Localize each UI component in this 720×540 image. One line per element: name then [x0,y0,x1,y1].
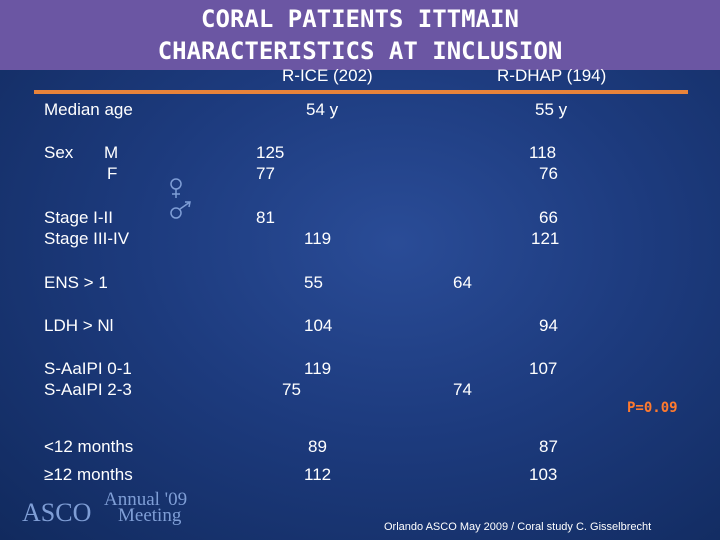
logo-line-2: Meeting [118,505,182,526]
sex-m-label: M [104,143,119,162]
ens-rdhap: 64 [453,273,472,292]
header-divider [34,90,688,94]
column-header-rice: R-ICE (202) [282,66,373,85]
stage-1-rdhap: 66 [539,208,558,227]
stage-2-rdhap: 121 [531,229,560,248]
ens-rice: 55 [304,273,323,292]
aaipi-1-rice: 119 [304,359,332,378]
sex-label: Sex [44,143,74,162]
ldh-rdhap: 94 [539,316,558,335]
stage-2-rice: 119 [304,229,332,248]
months-1-rice: 89 [308,437,327,456]
footer-citation: Orlando ASCO May 2009 / Coral study C. G… [384,521,652,533]
months-2-label: ≥12 months [44,465,133,484]
sex-f-rdhap: 76 [539,164,558,183]
title-line-1: CORAL PATIENTS ITTMAIN [201,5,519,33]
aaipi-1-rdhap: 107 [529,359,558,378]
sex-m-rdhap: 118 [529,143,557,162]
stage-1-rice: 81 [256,208,275,227]
median-age-rice: 54 y [306,100,339,119]
title-bar [0,0,720,70]
sex-m-rice: 125 [256,143,285,162]
logo-line-1: Annual '09 [104,489,188,510]
title-line-2: CHARACTERISTICS AT INCLUSION [157,37,563,65]
sex-f-label: F [107,164,118,183]
ens-label: ENS > 1 [44,273,108,292]
sex-f-rice: 77 [256,164,275,183]
aaipi-2-rdhap: 74 [453,380,472,399]
ldh-label: LDH > Nl [44,316,114,335]
stage-1-label: Stage I-II [44,208,113,227]
stage-2-label: Stage III-IV [44,229,130,248]
months-2-rdhap: 103 [529,465,558,484]
months-1-rdhap: 87 [539,437,558,456]
gender-symbols-icon [170,178,191,219]
months-1-label: <12 months [44,437,134,456]
median-age-rdhap: 55 y [535,100,568,119]
logo-org: ASCO [22,498,92,527]
ldh-rice: 104 [304,316,333,335]
aaipi-1-label: S-AaIPI 0-1 [44,359,132,378]
months-2-rice: 112 [304,465,332,484]
p-value: P=0.09 [627,400,678,416]
slide-title: CORAL PATIENTS ITTMAIN CHARACTERISTICS A… [0,3,720,67]
column-header-rdhap: R-DHAP (194) [497,66,607,85]
aaipi-2-label: S-AaIPI 2-3 [44,380,132,399]
median-age-label: Median age [44,100,133,119]
aaipi-2-rice: 75 [282,380,301,399]
